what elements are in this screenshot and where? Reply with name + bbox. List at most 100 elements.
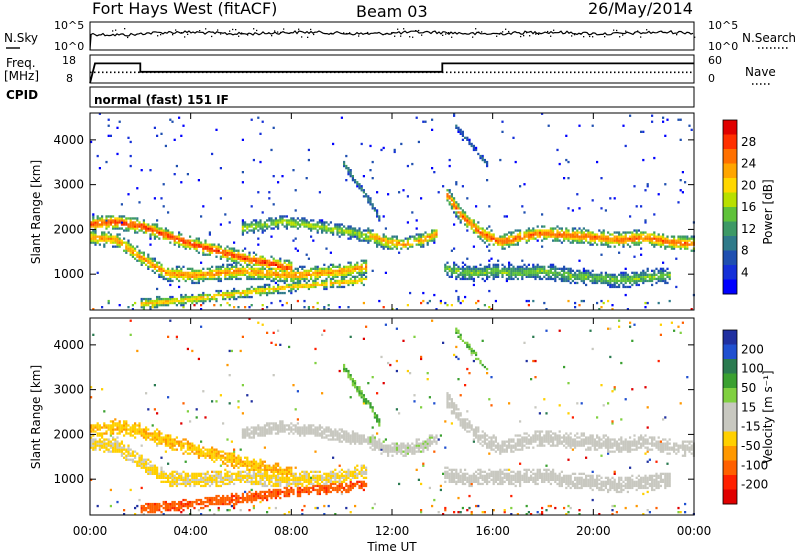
heatmap-cell xyxy=(567,275,570,278)
heatmap-cell xyxy=(248,494,251,498)
heatmap-cell xyxy=(428,233,431,236)
heatmap-cell xyxy=(360,233,363,236)
y-tick-label: 1000 xyxy=(53,267,84,281)
heatmap-cell xyxy=(147,257,150,260)
heatmap-cell xyxy=(580,271,583,274)
heatmap-cell xyxy=(257,494,260,498)
heatmap-cell xyxy=(171,237,174,240)
heatmap-cell xyxy=(189,245,192,248)
nsearch-point xyxy=(481,31,483,33)
heatmap-cell xyxy=(180,275,183,278)
heatmap-cell xyxy=(347,229,350,232)
heatmap-cell xyxy=(151,299,154,303)
heatmap-cell xyxy=(109,442,112,445)
heatmap-cell xyxy=(578,235,581,238)
heatmap-cell xyxy=(164,436,167,439)
nsearch-point xyxy=(475,28,477,30)
heatmap-cell xyxy=(543,235,546,238)
heatmap-cell xyxy=(567,267,570,270)
heatmap-cell xyxy=(134,227,137,230)
heatmap-cell xyxy=(261,225,264,228)
heatmap-cell xyxy=(316,273,319,276)
heatmap-cell xyxy=(169,482,172,486)
heatmap-cell xyxy=(109,424,112,427)
heatmap-cell xyxy=(299,281,302,285)
heatmap-cell xyxy=(622,273,625,276)
heatmap-cell xyxy=(255,432,258,435)
heatmap-cell xyxy=(186,295,189,299)
heatmap-cell xyxy=(92,333,95,336)
heatmap-cell xyxy=(565,134,568,137)
heatmap-cell xyxy=(318,221,321,224)
nsearch-point xyxy=(619,36,621,38)
heatmap-cell xyxy=(189,474,192,477)
heatmap-cell xyxy=(466,197,469,200)
heatmap-cell xyxy=(582,277,585,281)
heatmap-cell xyxy=(151,233,154,236)
heatmap-cell xyxy=(169,273,172,276)
heatmap-cell xyxy=(263,273,266,276)
heatmap-cell xyxy=(182,476,185,479)
heatmap-cell xyxy=(186,245,189,248)
heatmap-cell xyxy=(332,233,335,236)
heatmap-cell xyxy=(351,271,354,274)
heatmap-cell xyxy=(459,277,462,281)
heatmap-cell xyxy=(475,223,478,226)
heatmap-cell xyxy=(503,215,506,218)
heatmap-cell xyxy=(677,241,680,244)
heatmap-cell xyxy=(90,231,93,234)
heatmap-cell xyxy=(204,239,207,242)
heatmap-cell xyxy=(147,229,150,232)
heatmap-cell xyxy=(120,219,123,222)
heatmap-cell xyxy=(664,241,667,244)
heatmap-cell xyxy=(292,271,295,274)
heatmap-cell xyxy=(336,225,339,228)
heatmap-cell xyxy=(574,301,577,305)
heatmap-cell xyxy=(96,424,99,427)
heatmap-cell xyxy=(197,271,200,274)
heatmap-cell xyxy=(349,263,352,266)
heatmap-cell xyxy=(631,239,634,242)
heatmap-cell xyxy=(486,231,489,234)
heatmap-cell xyxy=(503,271,506,274)
heatmap-cell xyxy=(307,257,310,260)
heatmap-cell xyxy=(261,472,264,475)
heatmap-cell xyxy=(235,263,238,266)
heatmap-cell xyxy=(167,444,170,447)
heatmap-cell xyxy=(259,160,262,164)
heatmap-cell xyxy=(644,306,647,309)
heatmap-cell xyxy=(169,509,172,512)
heatmap-cell xyxy=(270,269,273,272)
heatmap-cell xyxy=(653,241,656,244)
heatmap-cell xyxy=(248,263,251,266)
heatmap-cell xyxy=(182,301,185,305)
heatmap-cell xyxy=(266,472,269,475)
heatmap-cell xyxy=(620,277,623,281)
heatmap-cell xyxy=(94,227,97,230)
heatmap-cell xyxy=(160,265,163,268)
heatmap-cell xyxy=(164,504,167,508)
heatmap-cell xyxy=(560,267,563,270)
heatmap-cell xyxy=(596,277,599,281)
heatmap-cell xyxy=(197,241,200,244)
heatmap-cell xyxy=(215,472,218,475)
heatmap-cell xyxy=(261,462,264,465)
heatmap-cell xyxy=(644,221,647,224)
heatmap-cell xyxy=(389,245,392,248)
heatmap-cell xyxy=(197,509,200,512)
heatmap-cell xyxy=(145,434,148,437)
heatmap-cell xyxy=(336,285,339,289)
heatmap-cell xyxy=(244,470,247,473)
heatmap-cell xyxy=(420,241,423,244)
heatmap-cell xyxy=(255,462,258,465)
heatmap-cell xyxy=(244,271,247,274)
heatmap-cell xyxy=(600,273,603,276)
heatmap-cell xyxy=(228,458,231,461)
heatmap-cell xyxy=(211,277,214,281)
heatmap-cell xyxy=(112,430,115,433)
heatmap-cell xyxy=(334,225,337,228)
heatmap-cell xyxy=(107,118,110,121)
heatmap-cell xyxy=(263,468,266,471)
heatmap-cell xyxy=(142,434,145,437)
heatmap-cell xyxy=(239,480,242,483)
